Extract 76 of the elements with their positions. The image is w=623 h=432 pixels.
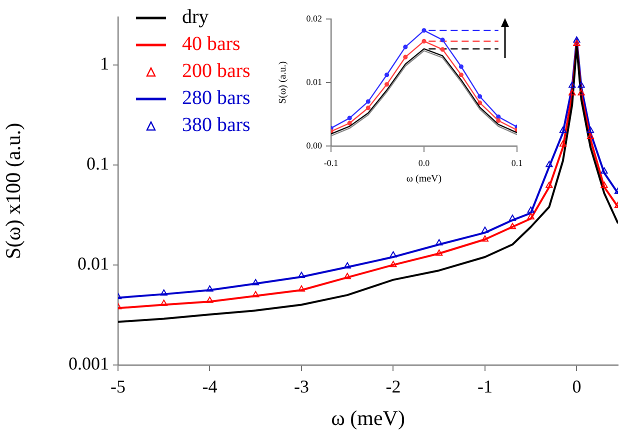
point — [546, 182, 553, 188]
point — [403, 44, 408, 50]
point — [344, 262, 351, 268]
point — [568, 89, 576, 96]
x-axis-title: ω (meV) — [406, 174, 442, 185]
legend-label: 200 bars — [182, 59, 250, 84]
point — [600, 182, 608, 188]
point — [481, 226, 489, 233]
point — [458, 64, 464, 69]
point — [546, 160, 553, 168]
legend-label: 380 bars — [182, 113, 250, 138]
point — [586, 126, 594, 133]
point — [403, 54, 408, 60]
point — [422, 28, 426, 33]
point — [573, 40, 580, 46]
point — [347, 120, 352, 126]
y-axis-title: S(ω) x100 (a.u.) — [1, 122, 26, 260]
point — [206, 285, 214, 292]
x-tick-label: 0.1 — [511, 158, 523, 168]
point — [496, 114, 501, 120]
y-tick-label: 1 — [100, 53, 109, 74]
point — [559, 126, 566, 133]
y-tick-label: 0.02 — [306, 13, 322, 24]
x-tick-label: 0.0 — [418, 158, 430, 168]
point — [384, 72, 390, 78]
point — [478, 100, 482, 106]
point — [344, 272, 351, 280]
x-tick-label: -4 — [202, 376, 218, 397]
legend-label: 280 bars — [182, 86, 250, 111]
point — [440, 47, 445, 52]
point — [436, 250, 443, 256]
point — [298, 272, 306, 278]
x-tick-label: -1 — [477, 376, 492, 397]
point — [298, 285, 306, 292]
point — [508, 222, 516, 230]
point — [252, 278, 260, 286]
point — [160, 289, 168, 296]
x-tick-label: -2 — [386, 376, 401, 397]
point — [496, 118, 501, 123]
point — [384, 82, 390, 87]
y-axis-title: S(ω) (a.u.) — [278, 61, 289, 104]
point — [586, 132, 594, 140]
y-tick-label: 0.001 — [68, 354, 109, 374]
point — [390, 251, 397, 258]
point — [578, 89, 585, 96]
point — [440, 38, 445, 42]
point — [573, 36, 580, 43]
point — [508, 214, 516, 221]
y-tick-label: 0.01 — [306, 76, 322, 87]
point — [478, 94, 482, 99]
point — [527, 213, 534, 220]
point — [578, 82, 585, 88]
x-tick-label: -3 — [294, 376, 309, 397]
x-tick-label: -0.1 — [324, 158, 338, 168]
point — [559, 140, 566, 147]
point — [347, 116, 352, 120]
point — [481, 235, 489, 242]
point — [366, 99, 370, 104]
point — [206, 296, 214, 303]
point — [390, 260, 397, 268]
point — [366, 106, 370, 110]
legend-label: dry — [182, 5, 209, 30]
x-tick-label: 0 — [572, 376, 582, 397]
point — [458, 72, 464, 78]
legend-label: 40 bars — [182, 32, 240, 57]
point — [527, 206, 534, 213]
point — [252, 291, 260, 298]
point — [568, 82, 576, 88]
point — [160, 300, 168, 306]
y-tick-label: 0.01 — [78, 254, 109, 274]
x-axis-title: ω (meV) — [331, 406, 405, 430]
point — [600, 167, 608, 174]
x-tick-label: -5 — [110, 376, 126, 397]
point — [436, 239, 443, 246]
y-tick-label: 0.00 — [306, 140, 322, 150]
point — [422, 38, 426, 44]
